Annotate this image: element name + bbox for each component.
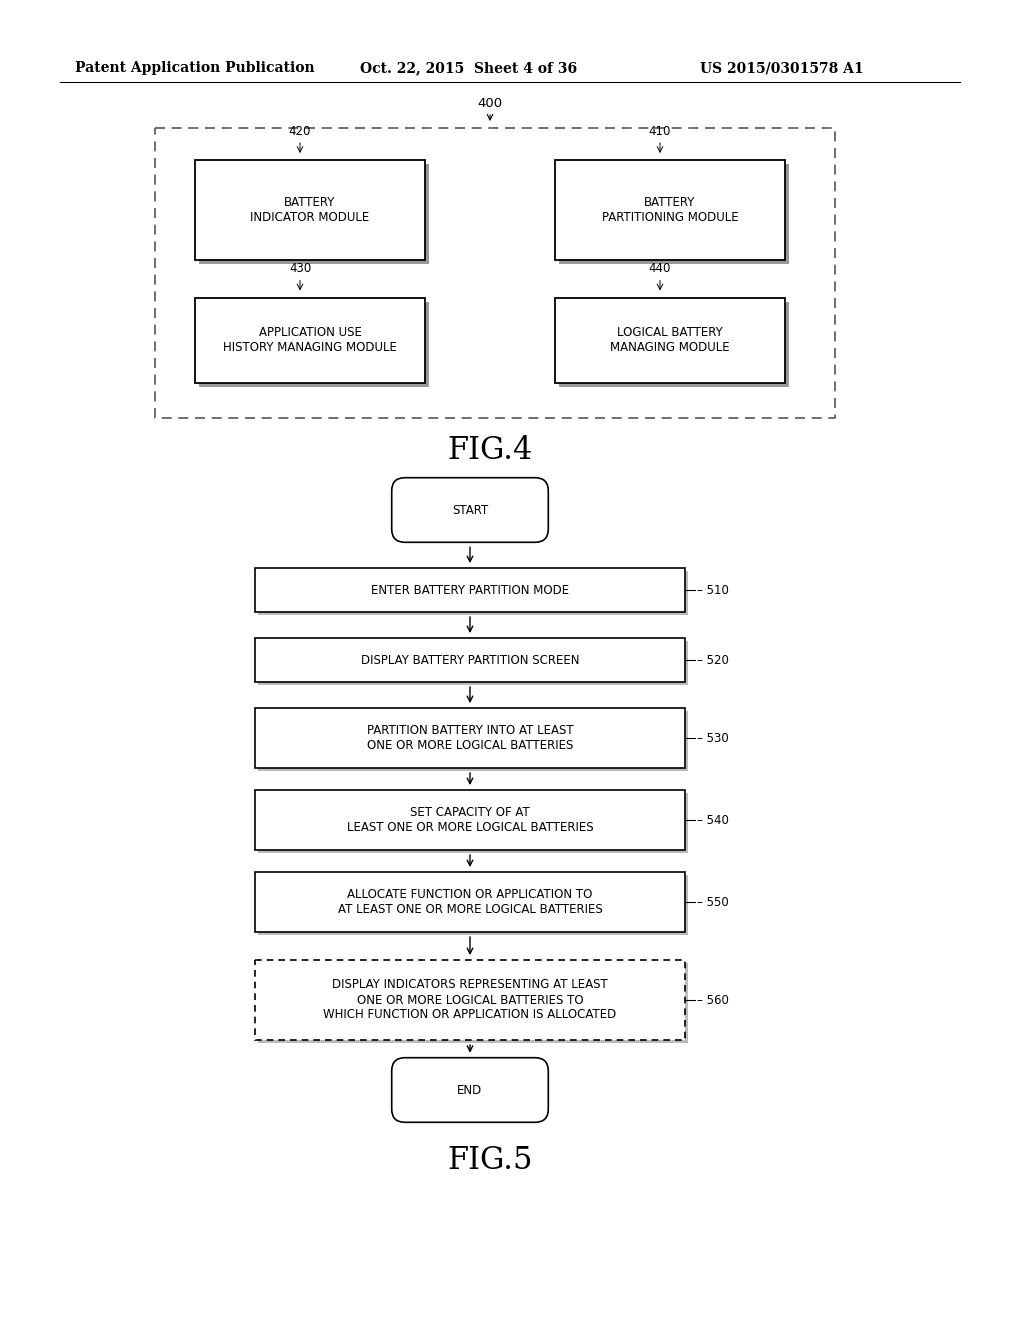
FancyBboxPatch shape (555, 297, 785, 383)
FancyBboxPatch shape (258, 964, 688, 1043)
Text: US 2015/0301578 A1: US 2015/0301578 A1 (700, 61, 863, 75)
Text: – 530: – 530 (697, 731, 729, 744)
FancyBboxPatch shape (559, 164, 790, 264)
Text: – 560: – 560 (697, 994, 729, 1006)
FancyBboxPatch shape (255, 960, 685, 1040)
FancyBboxPatch shape (199, 164, 429, 264)
FancyBboxPatch shape (255, 789, 685, 850)
Text: 440: 440 (649, 263, 671, 276)
Text: DISPLAY BATTERY PARTITION SCREEN: DISPLAY BATTERY PARTITION SCREEN (360, 653, 580, 667)
Text: END: END (458, 1084, 482, 1097)
FancyBboxPatch shape (559, 301, 790, 387)
FancyBboxPatch shape (255, 638, 685, 682)
FancyBboxPatch shape (155, 128, 835, 418)
Text: – 550: – 550 (697, 895, 729, 908)
Text: DISPLAY INDICATORS REPRESENTING AT LEAST
ONE OR MORE LOGICAL BATTERIES TO
WHICH : DISPLAY INDICATORS REPRESENTING AT LEAST… (324, 978, 616, 1022)
Text: 410: 410 (649, 125, 671, 139)
FancyBboxPatch shape (255, 873, 685, 932)
Text: 430: 430 (289, 263, 311, 276)
FancyBboxPatch shape (258, 875, 688, 935)
FancyBboxPatch shape (392, 478, 548, 543)
FancyBboxPatch shape (199, 301, 429, 387)
FancyBboxPatch shape (258, 572, 688, 615)
Text: BATTERY
INDICATOR MODULE: BATTERY INDICATOR MODULE (251, 195, 370, 224)
FancyBboxPatch shape (555, 160, 785, 260)
Text: LOGICAL BATTERY
MANAGING MODULE: LOGICAL BATTERY MANAGING MODULE (610, 326, 730, 354)
Text: 420: 420 (289, 125, 311, 139)
Text: Patent Application Publication: Patent Application Publication (75, 61, 314, 75)
FancyBboxPatch shape (255, 708, 685, 768)
Text: Oct. 22, 2015  Sheet 4 of 36: Oct. 22, 2015 Sheet 4 of 36 (360, 61, 578, 75)
FancyBboxPatch shape (258, 642, 688, 685)
Text: ENTER BATTERY PARTITION MODE: ENTER BATTERY PARTITION MODE (371, 583, 569, 597)
Text: ALLOCATE FUNCTION OR APPLICATION TO
AT LEAST ONE OR MORE LOGICAL BATTERIES: ALLOCATE FUNCTION OR APPLICATION TO AT L… (338, 888, 602, 916)
FancyBboxPatch shape (258, 793, 688, 853)
Text: – 540: – 540 (697, 813, 729, 826)
Text: START: START (452, 503, 488, 516)
Text: FIG.4: FIG.4 (447, 436, 532, 466)
Text: APPLICATION USE
HISTORY MANAGING MODULE: APPLICATION USE HISTORY MANAGING MODULE (223, 326, 397, 354)
Text: 400: 400 (477, 96, 503, 110)
Text: PARTITION BATTERY INTO AT LEAST
ONE OR MORE LOGICAL BATTERIES: PARTITION BATTERY INTO AT LEAST ONE OR M… (367, 723, 573, 752)
FancyBboxPatch shape (195, 297, 425, 383)
FancyBboxPatch shape (392, 1057, 548, 1122)
Text: FIG.5: FIG.5 (447, 1144, 532, 1176)
Text: SET CAPACITY OF AT
LEAST ONE OR MORE LOGICAL BATTERIES: SET CAPACITY OF AT LEAST ONE OR MORE LOG… (347, 807, 593, 834)
Text: – 510: – 510 (697, 583, 729, 597)
Text: – 520: – 520 (697, 653, 729, 667)
FancyBboxPatch shape (255, 568, 685, 612)
FancyBboxPatch shape (258, 711, 688, 771)
Text: BATTERY
PARTITIONING MODULE: BATTERY PARTITIONING MODULE (602, 195, 738, 224)
FancyBboxPatch shape (195, 160, 425, 260)
